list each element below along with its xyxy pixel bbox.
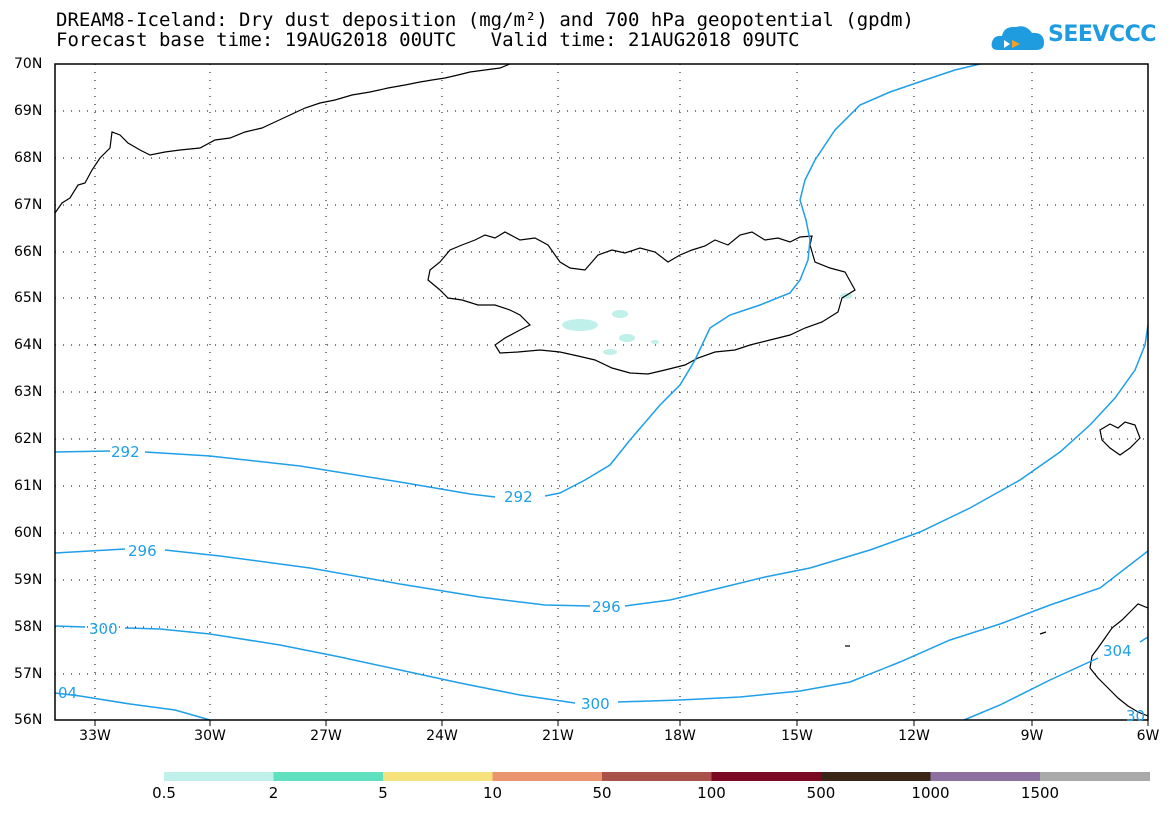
chart-title: DREAM8-Iceland: Dry dust deposition (mg/…	[56, 9, 914, 31]
latitude-label: 59N	[14, 572, 43, 588]
scotland-coast	[1089, 603, 1149, 717]
colorbar-swatch	[602, 772, 712, 781]
geopotential-contours	[54, 63, 1149, 721]
colorbar-label: 50	[592, 784, 612, 802]
colorbar-swatch	[273, 772, 384, 781]
contour-label: 304	[1103, 642, 1132, 660]
colorbar-label: 500	[806, 784, 836, 802]
longitude-label: 15W	[781, 728, 813, 744]
coastlines	[54, 63, 1149, 717]
dust-deposition-patches	[562, 293, 852, 355]
longitude-label: 30W	[194, 728, 226, 744]
contour-292	[54, 63, 981, 498]
latitude-label: 70N	[14, 56, 43, 72]
logo-text: SEEVCCC	[1048, 22, 1156, 47]
contour-label: 04	[58, 684, 77, 702]
contour-label: 292	[111, 443, 140, 461]
latitude-label: 64N	[14, 337, 43, 353]
colorbar-label: 0.5	[152, 784, 176, 802]
small-island-2	[1039, 631, 1047, 635]
contour-296	[54, 324, 1149, 607]
latitude-label: 61N	[14, 478, 43, 494]
colorbar-label: 2	[268, 784, 279, 802]
contour-label: 296	[128, 542, 157, 560]
colorbar-label: 1000	[911, 784, 950, 802]
colorbar-swatch	[1040, 772, 1150, 781]
graticule	[55, 64, 1148, 720]
longitude-label: 6W	[1136, 728, 1160, 744]
iceland-coast	[427, 231, 856, 375]
contour-label-group: 292 292 296 296 300 300 04 304 30	[58, 443, 1145, 725]
chart-subtitle: Forecast base time: 19AUG2018 00UTC Vali…	[56, 29, 800, 51]
contour-label: 300	[89, 620, 118, 638]
latitude-label: 69N	[14, 103, 43, 119]
longitude-label: 33W	[79, 728, 111, 744]
colorbar-label: 100	[697, 784, 726, 802]
colorbar-swatch	[383, 772, 493, 781]
contour-304	[54, 692, 211, 721]
cloud-logo-icon	[991, 26, 1044, 50]
latitude-label: 56N	[14, 712, 43, 728]
colorbar-swatch	[492, 772, 603, 781]
contour-label: 30	[1126, 707, 1145, 725]
contour-304-east	[963, 636, 1149, 721]
latitude-label: 67N	[14, 197, 43, 213]
colorbar-label: 10	[482, 784, 503, 802]
contour-300	[54, 550, 1149, 704]
map-frame	[54, 63, 1149, 721]
latitude-label: 57N	[14, 666, 43, 682]
latitude-label: 62N	[14, 431, 43, 447]
latitude-label: 63N	[14, 384, 43, 400]
greenland-coast	[54, 63, 511, 214]
axis-ticks	[94, 720, 1149, 726]
longitude-label: 21W	[542, 728, 574, 744]
longitude-label: 24W	[426, 728, 458, 744]
colorbar-swatch	[164, 772, 274, 781]
longitude-label: 18W	[664, 728, 696, 744]
colorbar-label: 1500	[1020, 784, 1060, 802]
latitude-label: 66N	[14, 244, 43, 260]
longitude-label: 9W	[1020, 728, 1044, 744]
colorbar-swatch	[930, 772, 1041, 781]
contour-label: 300	[581, 695, 610, 713]
colorbar-swatch	[821, 772, 931, 781]
longitude-label: 27W	[310, 728, 342, 744]
contour-label: 296	[592, 598, 621, 616]
latitude-label: 58N	[14, 619, 43, 635]
contour-label: 292	[504, 488, 533, 506]
colorbar-swatch	[711, 772, 822, 781]
latitude-label: 60N	[14, 525, 43, 541]
longitude-label: 12W	[898, 728, 930, 744]
latitude-label: 68N	[14, 150, 43, 166]
colorbar-label: 5	[378, 784, 388, 802]
faroe-coast	[1099, 421, 1141, 456]
colorbar	[164, 772, 1150, 781]
latitude-label: 65N	[14, 290, 43, 306]
